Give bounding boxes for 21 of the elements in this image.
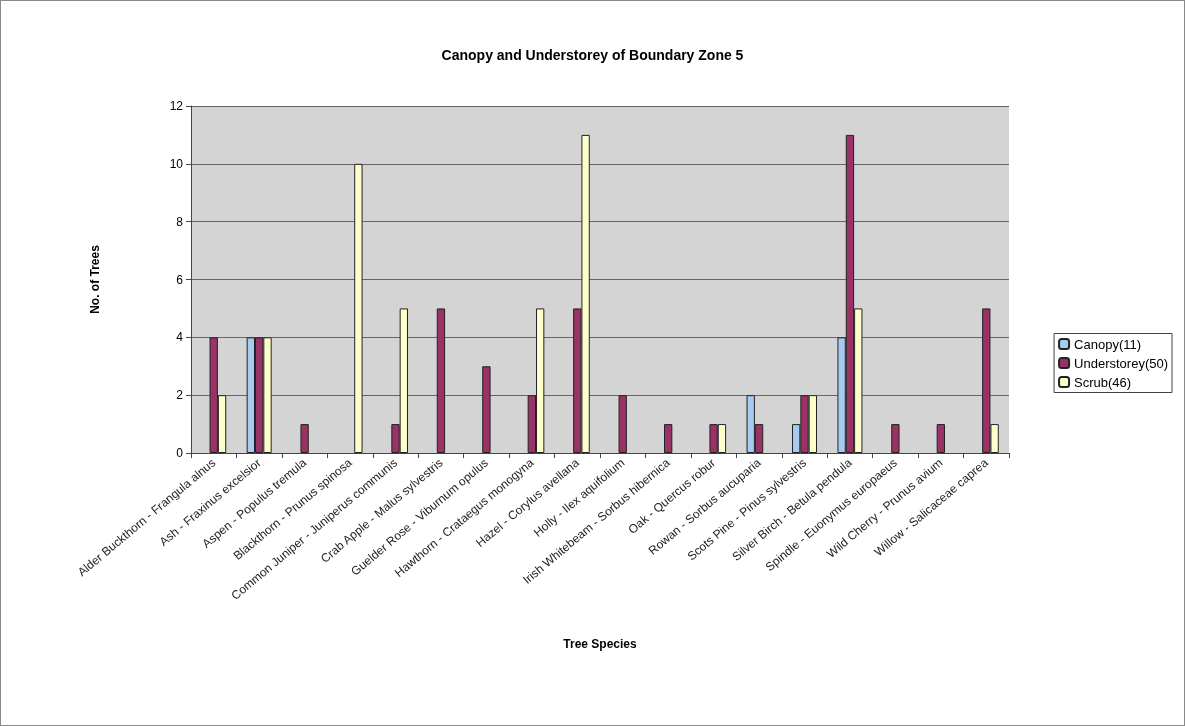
bar xyxy=(300,424,309,453)
y-tick-label: 6 xyxy=(176,272,184,287)
y-tick-label: 4 xyxy=(176,330,184,345)
bar xyxy=(436,308,446,453)
y-tick-label: 12 xyxy=(169,99,184,113)
legend-label: Scrub(46) xyxy=(1074,374,1132,390)
bar xyxy=(482,366,491,453)
bar xyxy=(354,163,363,453)
y-tick-label: 0 xyxy=(176,446,184,460)
bar xyxy=(936,424,945,453)
y-tick-label: 8 xyxy=(176,214,184,229)
y-axis-title: No. of Trees xyxy=(88,244,102,314)
bar xyxy=(618,395,627,453)
legend-label: Understorey(50) xyxy=(1074,355,1169,371)
y-tick-label: 10 xyxy=(169,156,184,171)
chart-title: Canopy and Understorey of Boundary Zone 5 xyxy=(441,47,744,63)
y-tick-label: 2 xyxy=(176,388,184,403)
bar xyxy=(891,424,900,453)
x-axis-title: Tree Species xyxy=(563,637,638,651)
legend-label: Canopy(11) xyxy=(1074,336,1142,352)
bar xyxy=(664,424,673,453)
